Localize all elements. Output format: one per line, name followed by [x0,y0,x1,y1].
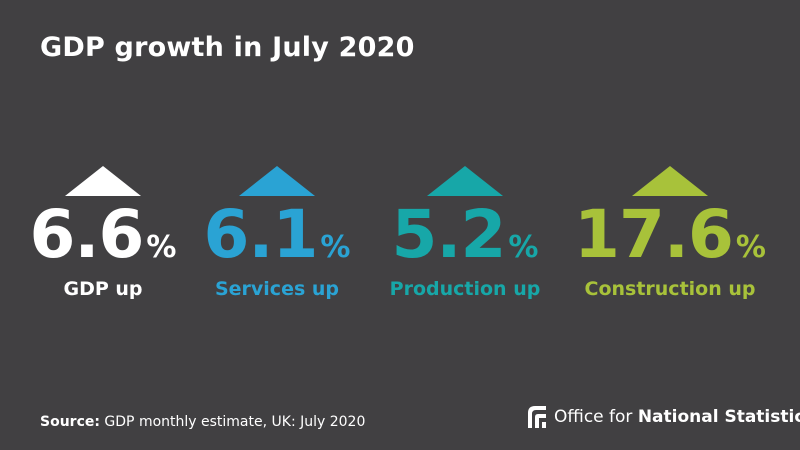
chart-title: GDP growth in July 2020 [40,32,415,63]
logo-text-regular: Office for [554,407,638,427]
stat-value-row: 6.6 % [30,198,177,272]
ons-logo-icon [528,406,546,428]
stat-construction: 17.6 % Construction up [574,166,766,300]
stat-value-row: 6.1 % [204,198,351,272]
up-arrow-icon [632,166,708,196]
stat-production: 5.2 % Production up [370,166,560,300]
stat-value-row: 5.2 % [392,198,539,272]
up-arrow-icon [239,166,315,196]
stat-unit: % [735,230,766,265]
stat-value: 6.6 [29,196,145,273]
source-note: Source: GDP monthly estimate, UK: July 2… [40,414,365,430]
stat-value: 17.6 [574,196,734,273]
stat-value-row: 17.6 % [574,198,766,272]
stat-value: 6.1 [203,196,319,273]
source-text: GDP monthly estimate, UK: July 2020 [99,414,366,430]
ons-logo-text: Office for National Statistics [554,407,800,427]
stat-label: Production up [389,278,541,300]
stat-label: Services up [214,278,340,300]
stat-label: Construction up [584,278,756,300]
stat-unit: % [320,230,351,265]
stat-unit: % [508,230,539,265]
stat-services: 6.1 % Services up [182,166,372,300]
up-arrow-icon [427,166,503,196]
source-lead: Source: [40,414,100,430]
ons-logo: Office for National Statistics [526,404,800,430]
up-arrow-icon [65,166,141,196]
logo-text-bold: National Statistics [637,407,800,427]
stat-unit: % [146,230,177,265]
stat-gdp: 6.6 % GDP up [8,166,198,300]
stat-label: GDP up [63,278,143,300]
stat-value: 5.2 [391,196,507,273]
